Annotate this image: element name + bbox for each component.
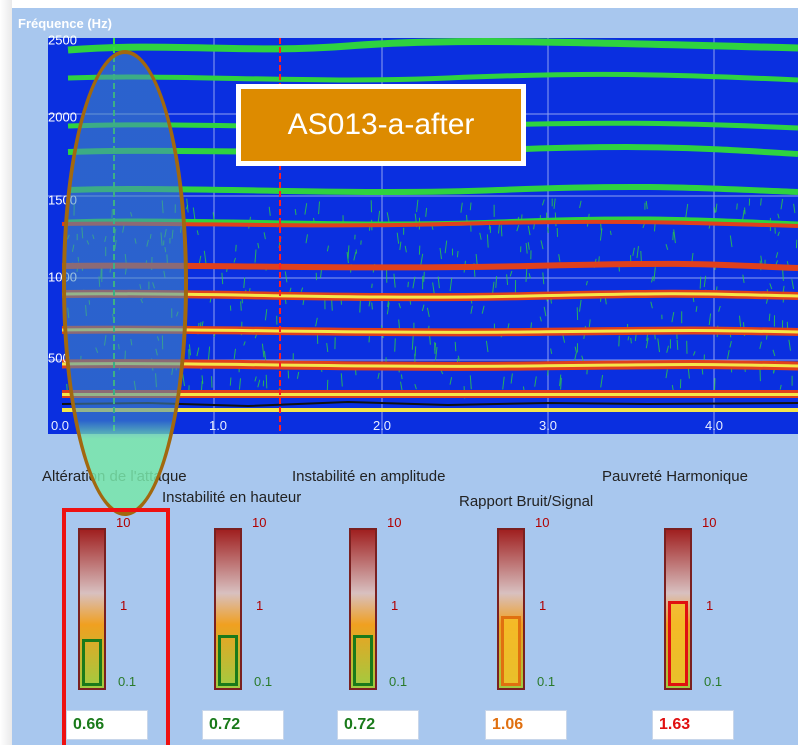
x-tick-label: 1.0	[208, 418, 228, 433]
criterion-label-harmonic-poverty: Pauvreté Harmonique	[602, 468, 748, 485]
criterion-label-noise-signal: Rapport Bruit/Signal	[459, 493, 594, 510]
meter-fill	[82, 639, 102, 686]
meter-fill	[668, 601, 688, 686]
scale-tick-0.1: 0.1	[118, 674, 137, 689]
scale-tick-10: 10	[387, 515, 402, 530]
value-attack: 0.66	[66, 710, 148, 740]
y-tick-label: 2000	[48, 109, 77, 125]
scale-tick-1: 1	[391, 598, 399, 613]
scale-tick-0.1: 0.1	[537, 674, 556, 689]
scale-tick-0.1: 0.1	[254, 674, 273, 689]
meter-fill	[501, 616, 521, 686]
value-noise-signal: 1.06	[485, 710, 567, 740]
frequency-axis-title: Fréquence (Hz)	[18, 16, 112, 31]
attack-region-oval	[62, 50, 188, 516]
scale-tick-10: 10	[116, 515, 131, 530]
meter-noise-signal	[497, 528, 525, 690]
x-tick-label: 2.0	[372, 418, 392, 433]
scale-tick-10: 10	[252, 515, 267, 530]
file-label: AS013-a-after	[241, 89, 521, 161]
attack-highlight-frame	[62, 508, 170, 745]
meter-harmonic-poverty	[664, 528, 692, 690]
value-amplitude-instability: 0.72	[337, 710, 419, 740]
scale-tick-1: 1	[539, 598, 547, 613]
file-label-badge: AS013-a-after	[236, 84, 526, 166]
scale-tick-10: 10	[702, 515, 717, 530]
scale-tick-1: 1	[256, 598, 264, 613]
y-tick-label: 2500	[48, 32, 77, 48]
criterion-label-amplitude-instability: Instabilité en amplitude	[292, 468, 446, 485]
x-tick-label: 0.0	[50, 418, 70, 433]
scale-tick-0.1: 0.1	[389, 674, 408, 689]
x-tick-label: 3.0	[538, 418, 558, 433]
scale-tick-0.1: 0.1	[704, 674, 723, 689]
meter-fill	[353, 635, 373, 686]
window-edge	[0, 0, 12, 745]
scale-tick-1: 1	[120, 598, 128, 613]
analysis-panel: Fréquence (Hz)	[12, 8, 798, 745]
value-harmonic-poverty: 1.63	[652, 710, 734, 740]
meter-amplitude-instability	[349, 528, 377, 690]
scale-tick-1: 1	[706, 598, 714, 613]
meter-fill	[218, 635, 238, 686]
criterion-label-pitch-instability: Instabilité en hauteur	[162, 489, 302, 506]
x-tick-label: 4.0	[704, 418, 724, 433]
value-pitch-instability: 0.72	[202, 710, 284, 740]
meter-pitch-instability	[214, 528, 242, 690]
meter-attack	[78, 528, 106, 690]
scale-tick-10: 10	[535, 515, 550, 530]
